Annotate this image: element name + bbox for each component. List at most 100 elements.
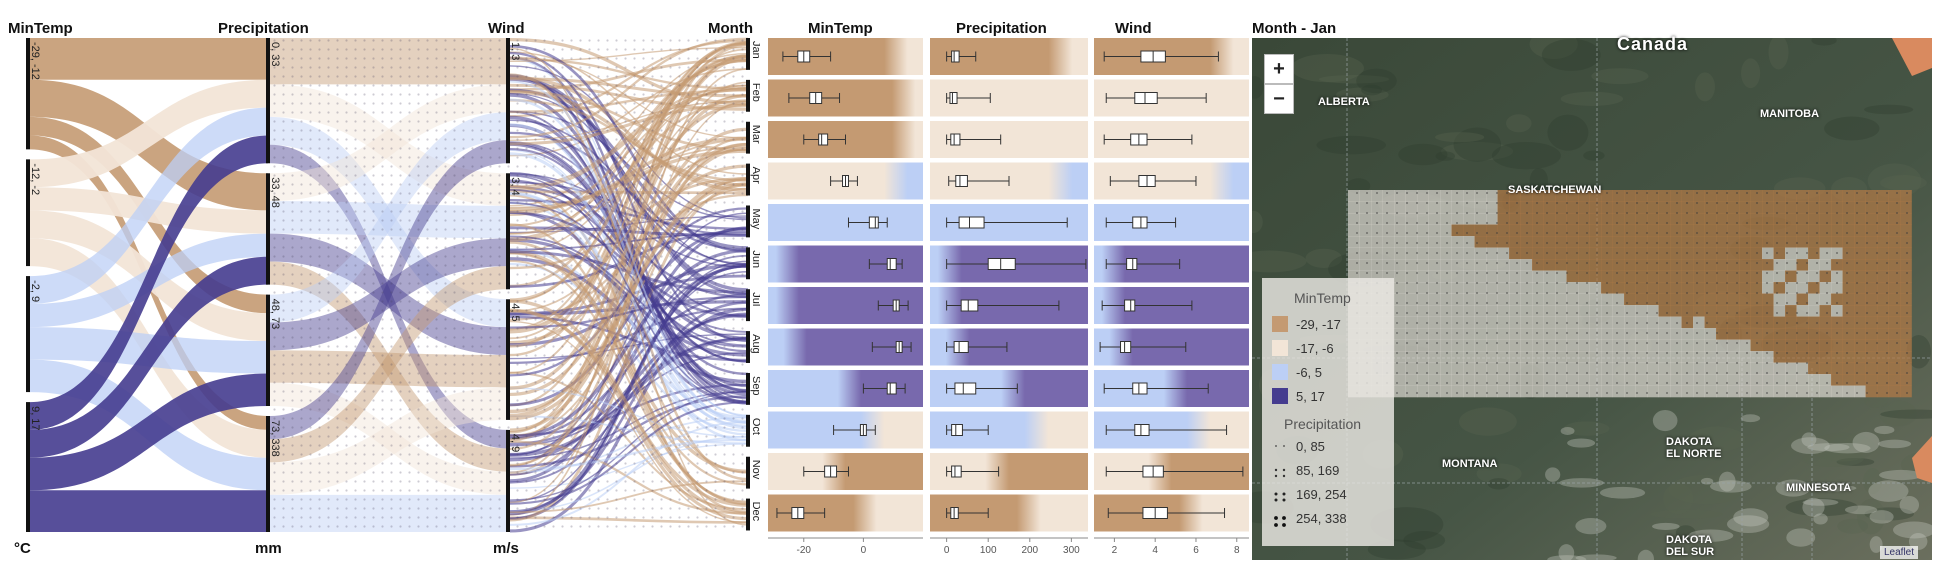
map-terrain-patch xyxy=(1688,426,1746,452)
map-terrain-patch xyxy=(1824,116,1880,141)
legend-label-4: 5, 17 xyxy=(1296,389,1325,404)
map-snow-patch xyxy=(1726,515,1770,534)
map-terrain-patch xyxy=(1864,507,1914,521)
map-snow-patch xyxy=(1824,442,1871,454)
axis-segment-precipitation-3[interactable] xyxy=(266,416,270,532)
boxplot-box[interactable] xyxy=(1120,341,1132,353)
boxplot-box[interactable] xyxy=(818,133,829,146)
boxplot-box[interactable] xyxy=(1126,258,1138,270)
map-snow-patch xyxy=(1869,510,1894,524)
axis-segment-month-7[interactable] xyxy=(746,331,750,363)
axis-segment-mintemp-0[interactable] xyxy=(26,38,30,150)
boxplot-box[interactable] xyxy=(958,216,985,229)
axis-segment-month-6[interactable] xyxy=(746,289,750,322)
boxplot-box[interactable] xyxy=(868,216,879,229)
axis-segment-month-0[interactable] xyxy=(746,38,750,70)
flow-mintemp-precip-0[interactable] xyxy=(30,38,268,80)
flow-mintemp-precip-12[interactable] xyxy=(30,135,268,430)
axis-title-wind[interactable]: Wind xyxy=(488,20,525,37)
axis-segment-month-2[interactable] xyxy=(746,121,750,154)
axis-segment-wind-1[interactable] xyxy=(506,173,510,290)
zoom-out-button[interactable]: − xyxy=(1264,84,1294,114)
map-snow-patch xyxy=(1567,438,1596,448)
axis-segment-month-3[interactable] xyxy=(746,163,750,196)
map-label-alberta: ALBERTA xyxy=(1318,96,1370,108)
map-terrain-patch xyxy=(1252,250,1307,273)
flow-mintemp-precip-14[interactable] xyxy=(30,373,268,491)
boxplot-box[interactable] xyxy=(951,465,962,478)
boxplot-box[interactable] xyxy=(954,382,977,395)
map-snow-patch xyxy=(1740,414,1761,423)
boxplot-box[interactable] xyxy=(949,92,958,104)
map-terrain-patch xyxy=(1563,421,1610,436)
axis-segment-month-11[interactable] xyxy=(746,498,750,531)
map-terrain-patch xyxy=(1694,72,1715,102)
boxplot-box[interactable] xyxy=(1132,216,1148,229)
map-terrain-patch xyxy=(1802,450,1864,468)
boxplot-box[interactable] xyxy=(953,341,969,353)
month-category-label: Apr xyxy=(750,167,760,184)
boxplot-box[interactable] xyxy=(1134,424,1150,436)
map-snow-patch xyxy=(1547,555,1587,560)
axis-segment-precipitation-2[interactable] xyxy=(266,294,270,406)
legend-title-precipitation: Precipitation xyxy=(1284,416,1362,432)
zoom-in-button[interactable]: + xyxy=(1264,54,1294,84)
axis-segment-month-4[interactable] xyxy=(746,205,750,238)
boxplot-box[interactable] xyxy=(886,382,897,395)
parallel-sets-chart: -29, -12 -12, -2 -2, 9 9, 17 0, 33 33, 48 48, … xyxy=(26,37,760,533)
map-snow-patch xyxy=(1652,409,1678,432)
axis-segment-precipitation-0[interactable] xyxy=(266,38,270,164)
map-snow-patch xyxy=(1908,533,1928,551)
axis-category-label: -29, -12 xyxy=(29,42,41,80)
flow-mintemp-precip-4[interactable] xyxy=(30,79,268,188)
axis-segment-wind-2[interactable] xyxy=(506,299,510,420)
axis-title-mintemp[interactable]: MinTemp xyxy=(8,20,73,37)
map-terrain-patch xyxy=(1880,409,1932,419)
boxplot-box[interactable] xyxy=(1132,382,1148,395)
axis-title-precipitation[interactable]: Precipitation xyxy=(218,20,309,37)
flow-mintemp-precip-13[interactable] xyxy=(30,256,268,458)
map-terrain-patch xyxy=(1785,498,1859,517)
boxplot-box[interactable] xyxy=(951,424,963,436)
boxplot-box[interactable] xyxy=(955,175,968,187)
axis-segment-wind-0[interactable] xyxy=(506,38,510,164)
map-snow-patch xyxy=(1718,471,1736,492)
map-snow-patch xyxy=(1802,499,1839,506)
boxplot-tick-label: 8 xyxy=(1234,545,1240,556)
map-attribution[interactable]: Leaflet xyxy=(1880,546,1919,559)
boxplot-box[interactable] xyxy=(950,133,961,146)
axis-category-label: 48, 73 xyxy=(269,299,281,330)
axis-segment-mintemp-1[interactable] xyxy=(26,159,30,267)
boxplot-box[interactable] xyxy=(1124,299,1136,312)
boxplot-title-precipitation: Precipitation xyxy=(956,20,1047,37)
flow-mintemp-precip-15[interactable] xyxy=(30,490,268,532)
boxplot-box[interactable] xyxy=(1134,92,1158,104)
boxplot-row-mintemp-may[interactable] xyxy=(768,204,923,241)
axis-segment-month-10[interactable] xyxy=(746,456,750,489)
flow-mintemp-precip-8[interactable] xyxy=(30,107,268,304)
map-snow-patch xyxy=(1878,439,1912,449)
boxplot-box[interactable] xyxy=(886,258,897,270)
parallel-sets-axes: -29, -12 -12, -2 -2, 9 9, 17 0, 33 33, 48 48, … xyxy=(26,38,760,532)
legend-precip-label-4: 254, 338 xyxy=(1296,511,1347,526)
axis-segment-precipitation-1[interactable] xyxy=(266,173,270,285)
boxplot-box[interactable] xyxy=(960,299,979,312)
axis-category-label: 9, 17 xyxy=(29,406,41,430)
axis-title-month[interactable]: Month xyxy=(708,20,753,37)
boxplot-tick-label: 6 xyxy=(1193,545,1199,556)
map-terrain-patch xyxy=(1291,53,1364,83)
map-snow-patch xyxy=(1652,522,1680,530)
boxplot-tick-label: 0 xyxy=(944,545,950,556)
axis-segment-month-8[interactable] xyxy=(746,372,750,405)
boxplot-box[interactable] xyxy=(987,258,1016,270)
boxplot-box[interactable] xyxy=(951,50,960,63)
axis-segment-month-9[interactable] xyxy=(746,414,750,447)
axis-segment-month-5[interactable] xyxy=(746,247,750,280)
axis-segment-month-1[interactable] xyxy=(746,79,750,112)
map-snow-patch xyxy=(1844,505,1878,515)
map-label-north-dakota-1: DAKOTA xyxy=(1666,436,1713,448)
axis-segment-mintemp-2[interactable] xyxy=(26,276,30,393)
axis-segment-wind-3[interactable] xyxy=(506,429,510,532)
axis-segment-mintemp-3[interactable] xyxy=(26,402,30,532)
